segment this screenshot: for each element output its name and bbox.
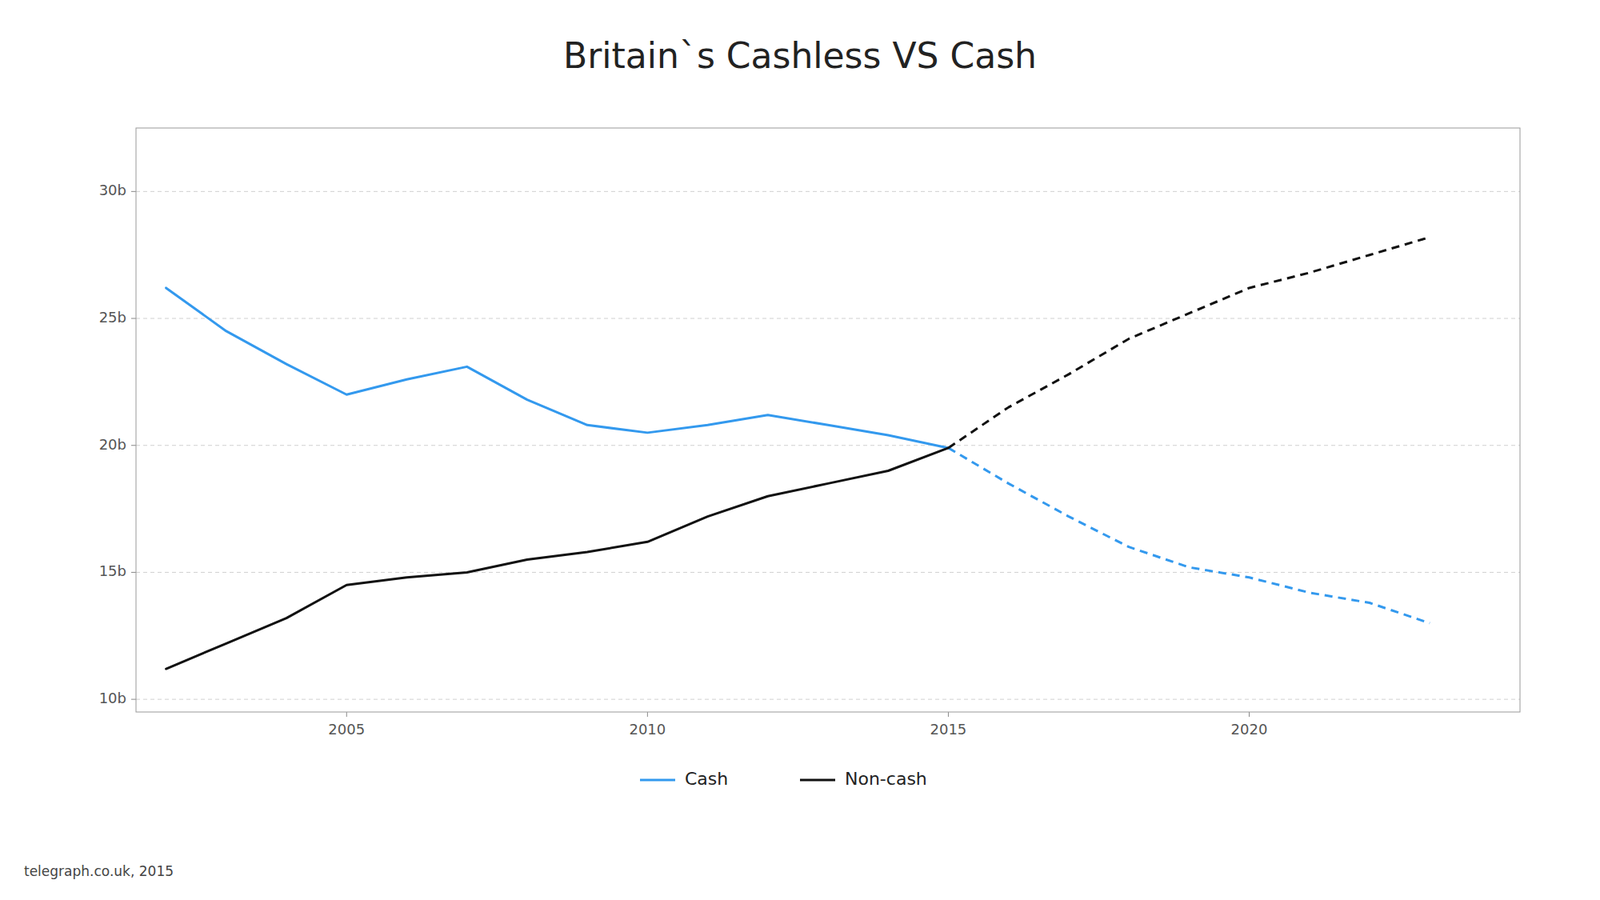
legend: Cash Non-cash: [640, 768, 928, 789]
legend-swatch: [640, 779, 676, 782]
series-line: [166, 288, 949, 448]
y-tick: [131, 444, 136, 446]
y-tick: [131, 191, 136, 192]
x-tick-label: 2005: [328, 720, 365, 738]
y-tick: [131, 572, 136, 573]
grid-line: [136, 572, 1520, 573]
y-tick: [131, 318, 136, 320]
y-tick-label: 20b: [99, 436, 127, 453]
plot-area: [166, 236, 1431, 669]
grid-line: [136, 191, 1520, 192]
grid-line: [136, 444, 1520, 446]
x-tick-label: 2015: [930, 720, 968, 738]
y-tick-label: 30b: [99, 181, 127, 199]
legend-label: Cash: [684, 768, 728, 789]
grid-line: [136, 318, 1520, 320]
series-line: [948, 236, 1430, 448]
legend-label: Non-cash: [844, 768, 928, 789]
y-tick: [131, 699, 136, 700]
plot-frame: [136, 128, 1520, 712]
grid-line: [136, 699, 1520, 700]
y-tick-label: 15b: [99, 562, 127, 580]
x-tick: [948, 712, 949, 717]
y-tick-label: 25b: [99, 308, 127, 326]
title: Britain`s Cashless VS Cash: [563, 35, 1037, 76]
x-tick: [647, 712, 648, 717]
series-line: [166, 448, 949, 669]
x-tick-label: 2010: [628, 720, 666, 738]
x-tick-label: 2020: [1231, 720, 1268, 738]
x-tick: [346, 712, 348, 717]
series-line: [948, 448, 1430, 624]
legend-swatch: [800, 779, 836, 782]
y-tick-label: 10b: [99, 689, 127, 707]
chart: Britain`s Cashless VS Cash 10b 15b 20b 25b 30…: [0, 0, 1600, 900]
x-tick: [1248, 712, 1250, 717]
source-note: telegraph.co.uk, 2015: [24, 863, 174, 880]
